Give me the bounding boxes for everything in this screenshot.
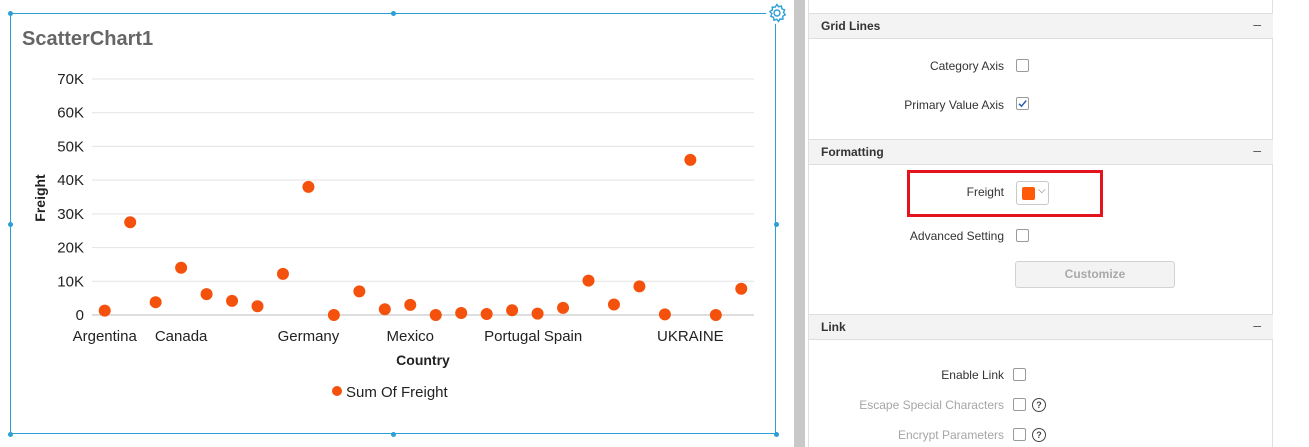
legend-label[interactable]: Sum Of Freight — [346, 384, 449, 401]
highlight-box — [907, 170, 1103, 217]
freight-color-picker[interactable]: ⌵ — [1016, 181, 1049, 205]
panel-splitter[interactable] — [794, 0, 805, 447]
category-axis-checkbox[interactable] — [1016, 59, 1029, 72]
y-tick-label: 0 — [76, 307, 84, 324]
y-tick-label: 30K — [57, 206, 84, 223]
resize-handle-top[interactable] — [391, 11, 396, 16]
data-point[interactable] — [98, 304, 111, 317]
data-point[interactable] — [251, 300, 264, 313]
data-point[interactable] — [684, 153, 697, 166]
data-point[interactable] — [455, 306, 468, 319]
resize-handle-bottom-right[interactable] — [774, 432, 779, 437]
data-point[interactable] — [124, 216, 137, 229]
collapse-link-icon[interactable]: – — [1253, 317, 1261, 333]
freight-color-label: Freight — [966, 185, 1004, 199]
widget-settings-gear-icon[interactable] — [766, 2, 788, 24]
data-point[interactable] — [480, 307, 493, 320]
x-tick-label: Mexico — [387, 328, 435, 345]
section-title-grid-lines: Grid Lines — [821, 19, 881, 33]
resize-handle-left[interactable] — [8, 222, 13, 227]
resize-handle-right[interactable] — [774, 222, 779, 227]
data-point[interactable] — [327, 309, 340, 321]
checkmark-icon — [1018, 100, 1027, 108]
data-point[interactable] — [607, 298, 620, 311]
data-point[interactable] — [429, 309, 442, 321]
y-tick-label: 20K — [57, 240, 84, 257]
data-point[interactable] — [404, 298, 417, 311]
encrypt-parameters-label: Encrypt Parameters — [897, 428, 1004, 442]
escape-special-characters-label: Escape Special Characters — [859, 398, 1004, 412]
properties-panel: Grid Lines – Category Axis Primary Value… — [808, 0, 1273, 447]
chart-title: ScatterChart1 — [22, 28, 154, 50]
resize-handle-bottom-left[interactable] — [8, 432, 13, 437]
section-title-formatting: Formatting — [821, 145, 884, 159]
chart-widget[interactable]: ScatterChart1 — [10, 13, 776, 434]
data-point[interactable] — [582, 274, 595, 287]
data-point[interactable] — [276, 267, 289, 280]
x-axis-title: Country — [396, 352, 450, 368]
enable-link-checkbox[interactable] — [1013, 368, 1026, 381]
data-point[interactable] — [531, 307, 544, 320]
x-tick-label: Spain — [544, 328, 582, 345]
y-tick-label: 50K — [57, 138, 84, 155]
data-point[interactable] — [175, 261, 188, 274]
customize-button[interactable]: Customize — [1015, 261, 1175, 288]
y-tick-label: 40K — [57, 172, 84, 189]
data-point[interactable] — [506, 304, 519, 317]
data-point[interactable] — [378, 303, 391, 316]
section-formatting[interactable]: Formatting – — [809, 139, 1273, 165]
encrypt-help-icon[interactable]: ? — [1032, 428, 1046, 442]
escape-help-icon[interactable]: ? — [1032, 398, 1046, 412]
encrypt-parameters-checkbox[interactable] — [1013, 428, 1026, 441]
x-tick-label: Canada — [155, 328, 208, 345]
x-tick-label: UKRAINE — [657, 328, 724, 345]
category-axis-label: Category Axis — [929, 59, 1004, 73]
data-point[interactable] — [302, 180, 315, 193]
advanced-setting-checkbox[interactable] — [1016, 229, 1029, 242]
escape-special-characters-checkbox[interactable] — [1013, 398, 1026, 411]
advanced-setting-label: Advanced Setting — [909, 229, 1004, 243]
dashboard-canvas: ScatterChart1 0 10K 20K 30K 40K 50K 60K 70K Arg… — [8, 2, 788, 437]
primary-value-axis-label: Primary Value Axis — [904, 98, 1004, 112]
data-point[interactable] — [200, 288, 213, 301]
x-tick-label: Portugal — [484, 328, 540, 345]
primary-value-axis-checkbox[interactable] — [1016, 97, 1029, 110]
y-axis-title: Freight — [32, 174, 48, 222]
resize-handle-bottom[interactable] — [391, 432, 396, 437]
y-tick-label: 10K — [57, 273, 84, 290]
data-point[interactable] — [633, 280, 646, 293]
data-point[interactable] — [735, 282, 748, 295]
x-tick-label: Germany — [278, 328, 340, 345]
enable-link-label: Enable Link — [941, 368, 1004, 382]
data-point[interactable] — [353, 285, 366, 298]
collapse-grid-lines-icon[interactable]: – — [1253, 16, 1261, 32]
y-tick-label: 60K — [57, 105, 84, 122]
right-margin — [1273, 0, 1309, 447]
section-grid-lines[interactable]: Grid Lines – — [809, 13, 1273, 39]
legend-marker — [332, 386, 342, 396]
y-tick-label: 70K — [57, 71, 84, 88]
data-point[interactable] — [226, 294, 239, 307]
data-point[interactable] — [709, 309, 722, 321]
scatter-chart: 0 10K 20K 30K 40K 50K 60K 70K Argentina Canada Ge… — [32, 71, 754, 401]
freight-color-swatch — [1022, 187, 1035, 200]
section-link[interactable]: Link – — [809, 314, 1273, 340]
section-title-link: Link — [821, 320, 846, 334]
resize-handle-top-left[interactable] — [8, 11, 13, 16]
x-tick-label: Argentina — [73, 328, 138, 345]
chevron-down-icon: ⌵ — [1038, 185, 1046, 196]
data-point[interactable] — [149, 296, 162, 309]
data-point[interactable] — [557, 301, 570, 314]
collapse-formatting-icon[interactable]: – — [1253, 142, 1261, 158]
data-point[interactable] — [658, 308, 671, 321]
